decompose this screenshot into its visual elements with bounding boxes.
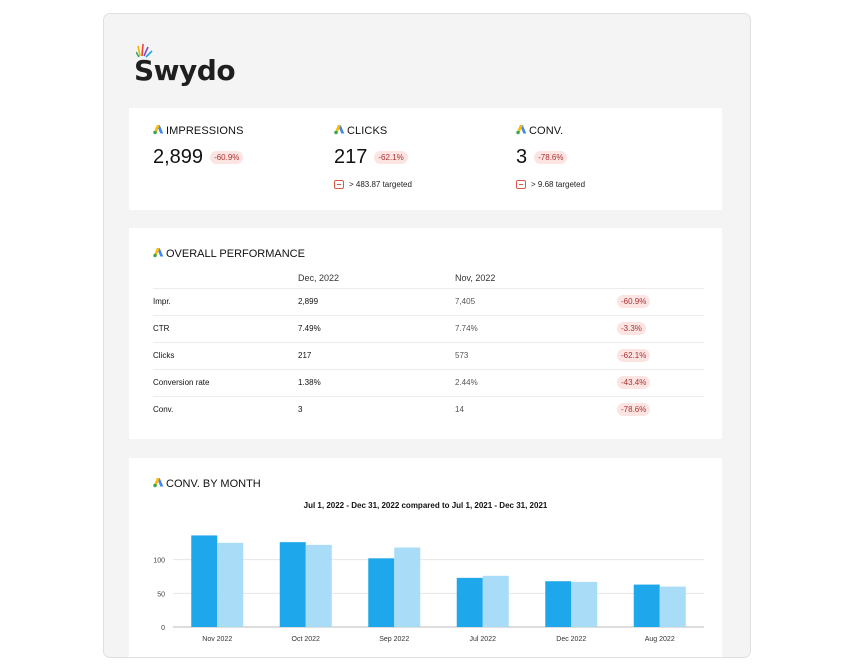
x-tick-label: Aug 2022 <box>645 636 675 643</box>
chart-bar <box>368 558 395 627</box>
chart-bar <box>394 547 421 627</box>
kpi-label: CONV. <box>529 125 564 137</box>
kpi-label: CLICKS <box>347 125 388 137</box>
y-tick-label: 50 <box>157 591 165 598</box>
chart-bar <box>571 581 598 627</box>
chart-bar <box>545 581 572 627</box>
chart-subtitle: Jul 1, 2022 - Dec 31, 2022 compared to J… <box>303 501 548 510</box>
metric-name: Conv. <box>153 405 174 414</box>
kpi-clicks: CLICKS 217 -62.1% > 483.87 targeted <box>334 124 412 189</box>
kpi-impressions: IMPRESSIONS 2,899 -60.9% <box>153 124 244 169</box>
metric-name: Impr. <box>153 297 171 306</box>
previous-value: 7.74% <box>455 324 478 333</box>
table-row: Clicks 217 573 -62.1% <box>153 342 704 369</box>
brand-name: Swydo <box>134 54 236 87</box>
current-value: 7.49% <box>298 324 321 333</box>
column-header-current: Dec, 2022 <box>298 273 340 283</box>
section-title: OVERALL PERFORMANCE <box>153 247 305 260</box>
table-row: Conv. 3 14 -78.6% <box>153 396 704 423</box>
logo-spark-icon <box>136 43 153 58</box>
metric-name: Clicks <box>153 351 175 360</box>
chart-bar <box>279 542 306 627</box>
table-row: Impr. 2,899 7,405 -60.9% <box>153 288 704 315</box>
target-flag-icon <box>516 180 526 189</box>
chart-bar <box>659 586 686 627</box>
kpi-target: > 9.68 targeted <box>531 180 586 189</box>
delta-badge: -78.6% <box>617 403 651 416</box>
google-ads-icon <box>153 125 164 135</box>
kpi-value: 3 <box>516 146 528 168</box>
previous-value: 7,405 <box>455 297 476 306</box>
y-tick-label: 100 <box>153 558 165 565</box>
table-row: CTR 7.49% 7.74% -3.3% <box>153 315 704 342</box>
kpi-card: IMPRESSIONS 2,899 -60.9% CLICKS 217 -62.… <box>129 108 722 210</box>
delta-badge: -78.6% <box>534 151 568 164</box>
x-tick-label: Sep 2022 <box>379 636 409 643</box>
bar-chart: 0 50 100 Nov 2022 Oct 2022 Sep 2022 Jul 2022 De… <box>153 535 704 643</box>
metric-name: Conversion rate <box>153 378 210 387</box>
target-flag-icon <box>334 180 344 189</box>
chart-bar <box>633 584 660 627</box>
delta-badge: -3.3% <box>617 322 646 335</box>
delta-badge: -62.1% <box>374 151 408 164</box>
performance-card: OVERALL PERFORMANCE Dec, 2022 Nov, 2022 … <box>129 228 722 439</box>
column-header-previous: Nov, 2022 <box>455 273 496 283</box>
report-frame: Swydo IMPRESSIONS 2,899 -60.9% <box>103 13 751 658</box>
x-tick-label: Oct 2022 <box>292 636 321 643</box>
delta-badge: -62.1% <box>617 349 651 362</box>
current-value: 217 <box>298 351 312 360</box>
kpi-target: > 483.87 targeted <box>349 180 412 189</box>
chart-bar <box>305 544 332 627</box>
chart-bar <box>482 575 509 627</box>
current-value: 3 <box>298 405 303 414</box>
chart-bar <box>191 535 218 627</box>
kpi-conversions: CONV. 3 -78.6% > 9.68 targeted <box>516 124 585 189</box>
metric-name: CTR <box>153 324 170 333</box>
y-tick-label: 0 <box>161 625 165 632</box>
previous-value: 573 <box>455 351 469 360</box>
table-row: Conversion rate 1.38% 2.44% -43.4% <box>153 369 704 396</box>
kpi-value: 217 <box>334 146 368 168</box>
delta-badge: -43.4% <box>617 376 651 389</box>
previous-value: 2.44% <box>455 378 478 387</box>
delta-badge: -60.9% <box>617 295 651 308</box>
x-tick-label: Jul 2022 <box>470 636 497 643</box>
google-ads-icon <box>516 125 527 135</box>
current-value: 1.38% <box>298 378 321 387</box>
kpi-value: 2,899 <box>153 146 204 168</box>
chart-bar <box>456 577 483 627</box>
google-ads-icon <box>334 125 345 135</box>
google-ads-icon <box>153 478 164 488</box>
x-tick-label: Dec 2022 <box>556 636 586 643</box>
current-value: 2,899 <box>298 297 319 306</box>
previous-value: 14 <box>455 405 464 414</box>
conv-chart-card: CONV. BY MONTH Jul 1, 2022 - Dec 31, 202… <box>129 458 722 657</box>
chart-bar <box>217 542 244 627</box>
kpi-label: IMPRESSIONS <box>166 125 244 137</box>
x-tick-label: Nov 2022 <box>202 636 232 643</box>
section-title: CONV. BY MONTH <box>153 477 261 490</box>
google-ads-icon <box>153 248 164 258</box>
delta-badge: -60.9% <box>210 151 244 164</box>
performance-table: Impr. 2,899 7,405 -60.9% CTR 7.49% 7.74%… <box>153 288 704 423</box>
